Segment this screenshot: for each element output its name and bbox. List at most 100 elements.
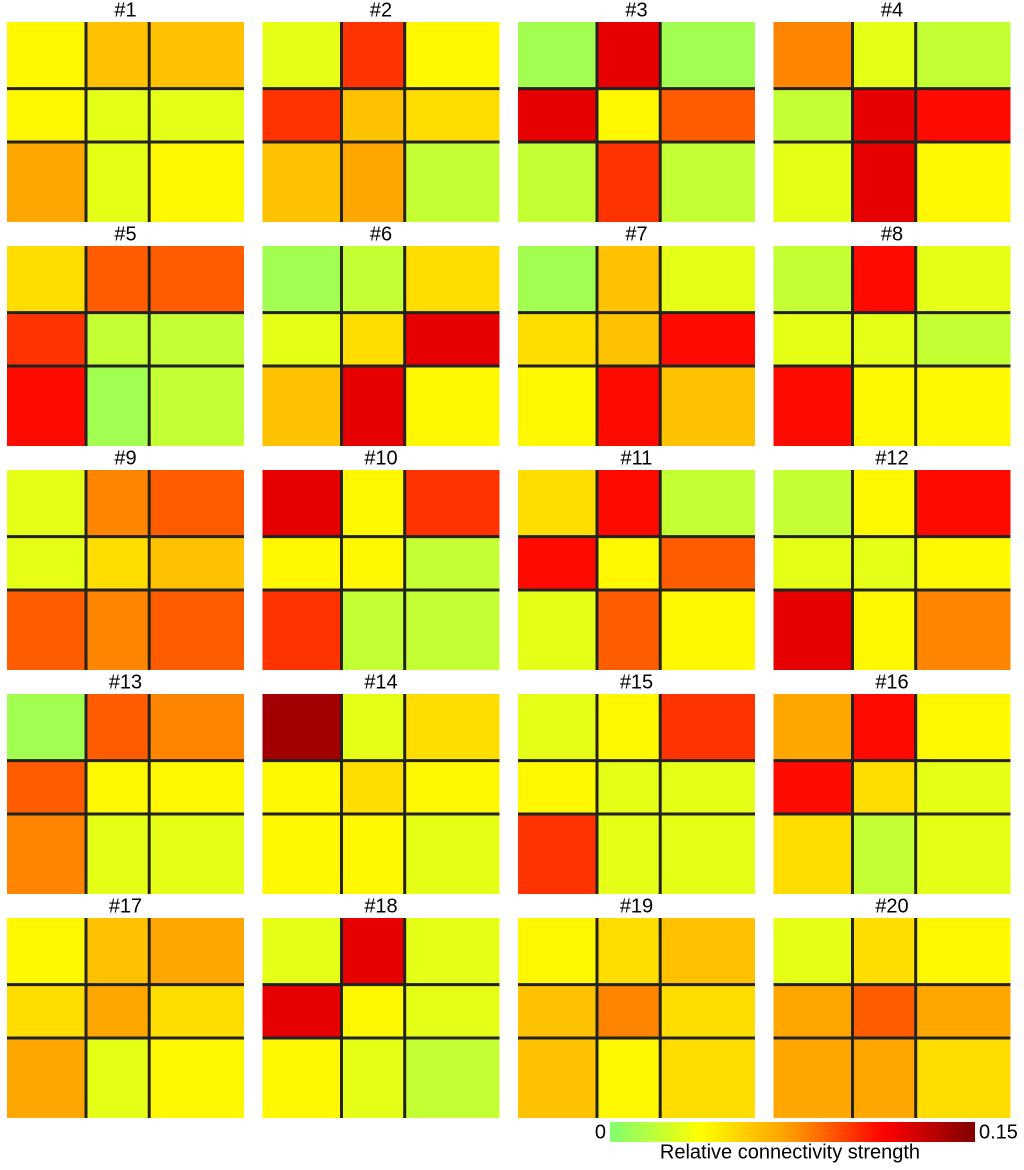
- heatmap-block: [404, 536, 500, 590]
- heatmap-block: [341, 694, 405, 761]
- heatmap-block: [852, 246, 916, 313]
- heatmap-block: [773, 1038, 853, 1118]
- heatmap-block: [660, 470, 755, 537]
- panel-title: #4: [881, 0, 903, 21]
- heatmap-block: [86, 760, 150, 814]
- heatmap-block: [149, 246, 244, 313]
- panel-title: #14: [364, 671, 397, 693]
- heatmap-block: [660, 142, 755, 222]
- heatmap-block: [597, 918, 661, 985]
- heatmap-block: [149, 22, 244, 89]
- heatmap-block: [404, 246, 500, 313]
- heatmap-block: [518, 366, 597, 446]
- heatmap-block: [86, 246, 150, 313]
- heatmap-block: [597, 1038, 661, 1118]
- heatmap-block: [773, 22, 853, 89]
- heatmap-block: [773, 142, 853, 222]
- heatmap-block: [262, 590, 342, 670]
- heatmap-block: [597, 312, 661, 366]
- heatmap-block: [660, 22, 755, 89]
- heatmap-block: [7, 984, 86, 1038]
- heatmap-block: [341, 536, 405, 590]
- heatmap-block: [86, 312, 150, 366]
- heatmap-block: [660, 246, 755, 313]
- heatmap-block: [262, 246, 342, 313]
- heatmap-block: [262, 760, 342, 814]
- colorbar: [610, 1122, 975, 1142]
- heatmap-block: [86, 694, 150, 761]
- heatmap-block: [852, 694, 916, 761]
- heatmap-block: [262, 1038, 342, 1118]
- heatmap-block: [597, 694, 661, 761]
- heatmap-block: [86, 366, 150, 446]
- heatmap-block: [852, 366, 916, 446]
- heatmap-block: [341, 760, 405, 814]
- heatmap-block: [86, 1038, 150, 1118]
- heatmap-block: [915, 142, 1011, 222]
- heatmap-block: [852, 984, 916, 1038]
- heatmap-block: [597, 366, 661, 446]
- heatmap-block: [149, 590, 244, 670]
- panel-title: #15: [620, 671, 653, 693]
- panel-title: #1: [114, 0, 136, 21]
- heatmap-block: [518, 536, 597, 590]
- panel-title: #13: [109, 671, 142, 693]
- heatmap-block: [773, 470, 853, 537]
- heatmap-block: [518, 312, 597, 366]
- heatmap-block: [404, 312, 500, 366]
- heatmap-block: [86, 536, 150, 590]
- heatmap-block: [915, 918, 1011, 985]
- heatmap-block: [7, 814, 86, 894]
- heatmap-block: [597, 22, 661, 89]
- heatmap-block: [341, 22, 405, 89]
- heatmap-block: [660, 814, 755, 894]
- panel-title: #10: [364, 447, 397, 469]
- panel-title: #18: [364, 895, 397, 917]
- heatmap-block: [660, 984, 755, 1038]
- heatmap-block: [86, 142, 150, 222]
- heatmap-block: [660, 590, 755, 670]
- heatmap-block: [773, 590, 853, 670]
- heatmap-block: [915, 814, 1011, 894]
- heatmap-block: [915, 312, 1011, 366]
- heatmap-block: [404, 1038, 500, 1118]
- heatmap-block: [149, 694, 244, 761]
- heatmap-block: [7, 88, 86, 142]
- heatmap-block: [341, 246, 405, 313]
- heatmap-block: [262, 312, 342, 366]
- heatmap-block: [518, 142, 597, 222]
- heatmap-block: [262, 470, 342, 537]
- heatmap-block: [7, 590, 86, 670]
- heatmap-block: [915, 694, 1011, 761]
- heatmap-block: [341, 366, 405, 446]
- panel-title: #9: [114, 447, 136, 469]
- panel-title: #17: [109, 895, 142, 917]
- heatmap-block: [773, 814, 853, 894]
- heatmap-block: [518, 814, 597, 894]
- heatmap-block: [404, 590, 500, 670]
- panel-title: #12: [875, 447, 908, 469]
- heatmap-block: [404, 470, 500, 537]
- heatmap-block: [262, 22, 342, 89]
- heatmap-block: [404, 694, 500, 761]
- heatmap-block: [852, 918, 916, 985]
- heatmap-block: [915, 22, 1011, 89]
- heatmap-block: [518, 1038, 597, 1118]
- heatmap-block: [518, 918, 597, 985]
- heatmap-block: [660, 366, 755, 446]
- heatmap-block: [86, 22, 150, 89]
- panel-title: #7: [625, 223, 647, 245]
- panel-title: #20: [875, 895, 908, 917]
- heatmap-block: [341, 88, 405, 142]
- heatmap-block: [7, 1038, 86, 1118]
- heatmap-block: [597, 246, 661, 313]
- heatmap-block: [149, 142, 244, 222]
- panel-title: #11: [621, 447, 653, 469]
- panel-title: #8: [881, 223, 903, 245]
- heatmap-block: [149, 536, 244, 590]
- heatmap-block: [852, 536, 916, 590]
- heatmap-block: [597, 142, 661, 222]
- heatmap-block: [518, 246, 597, 313]
- heatmap-block: [915, 1038, 1011, 1118]
- heatmap-block: [404, 22, 500, 89]
